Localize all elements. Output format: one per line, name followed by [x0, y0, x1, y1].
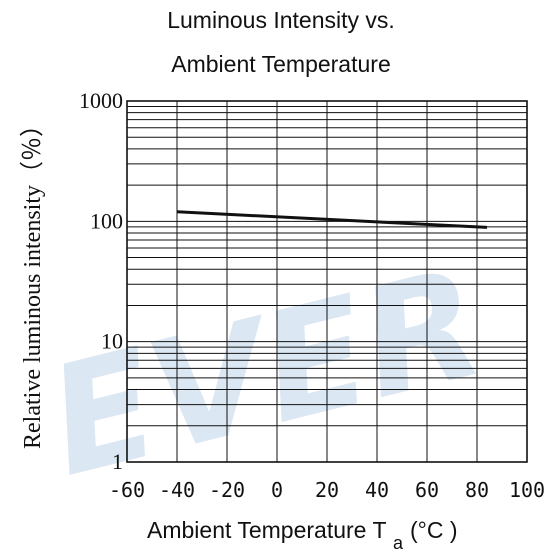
x-tick-label: 40 [365, 478, 389, 502]
x-axis-label: Ambient Temperature T [147, 517, 387, 543]
plot-frame [126, 100, 528, 463]
series-line [176, 210, 488, 229]
x-tick-label: 20 [315, 478, 339, 502]
chart-title-line-2: Ambient Temperature [171, 51, 390, 77]
watermark: EVER [33, 236, 499, 510]
grid-lines [126, 101, 528, 463]
chart-title-line-1: Luminous Intensity vs. [167, 7, 395, 33]
x-tick-label: 100 [509, 478, 545, 502]
x-axis-label-subscript: a [393, 533, 404, 553]
series-lines [176, 210, 488, 229]
x-axis-label-unit: (°C ) [410, 517, 458, 543]
y-tick-label: 10 [101, 329, 123, 354]
x-tick-label: -60 [109, 478, 145, 502]
y-tick-label: 1 [112, 449, 123, 474]
x-tick-label: -40 [159, 478, 195, 502]
x-tick-label: 0 [271, 478, 283, 502]
y-tick-label: 100 [90, 208, 123, 233]
y-axis-label: Relative luminous intensity（％） [20, 113, 46, 449]
tick-labels: -60 -40 -20 0 20 40 60 80 100 1000 100 10 1 [79, 88, 545, 502]
x-tick-label: -20 [209, 478, 245, 502]
x-tick-label: 60 [415, 478, 439, 502]
y-tick-label: 1000 [79, 88, 123, 113]
x-tick-label: 80 [465, 478, 489, 502]
